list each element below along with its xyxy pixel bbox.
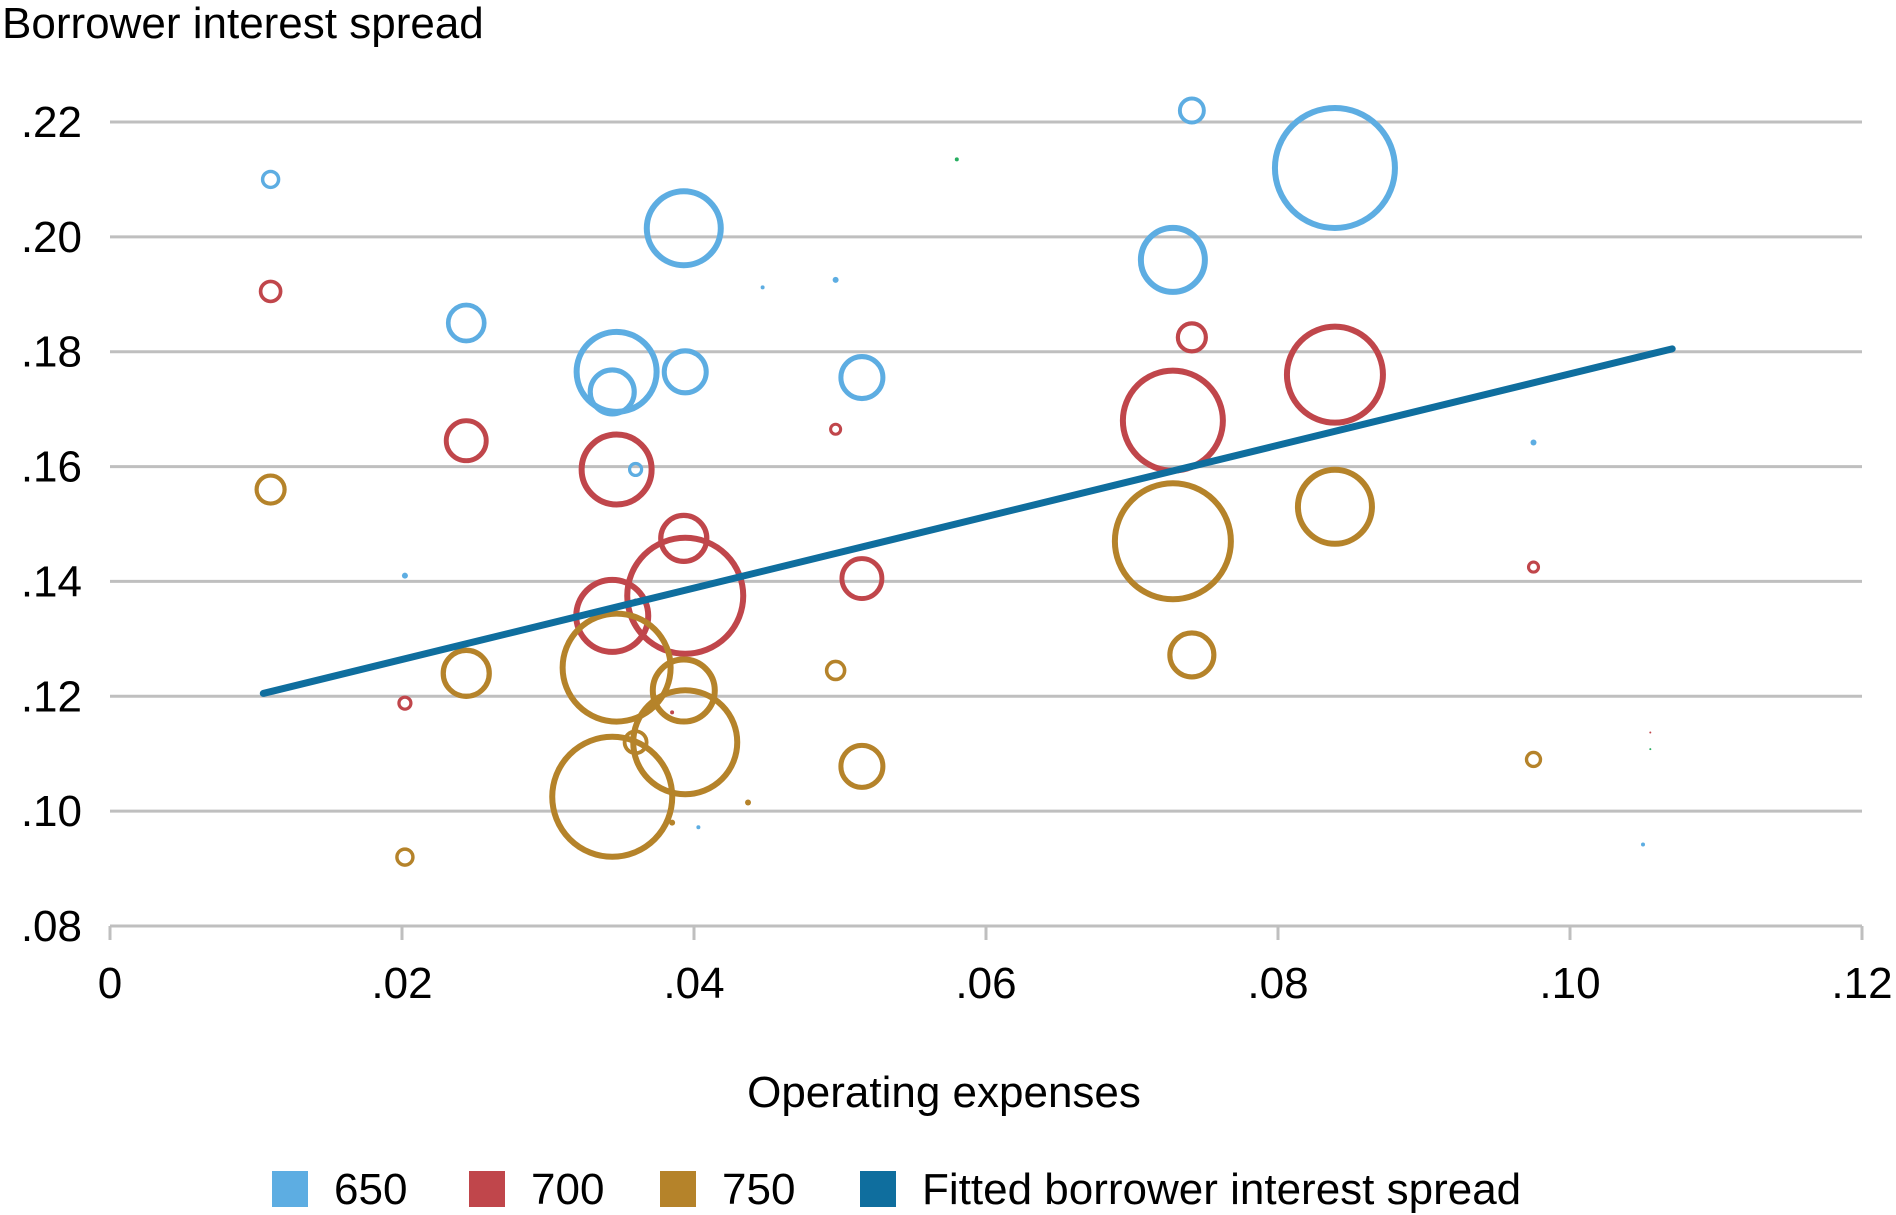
x-tick-label: 0 (98, 959, 122, 1008)
bubble-700 (443, 418, 489, 464)
legend-label: 650 (334, 1165, 407, 1214)
bubble-750 (1524, 750, 1543, 769)
gridlines (110, 120, 1862, 813)
x-axis-label: Operating expenses (747, 1068, 1141, 1117)
bubble-750 (669, 819, 676, 826)
bubble-650 (696, 825, 701, 830)
y-tick-labels: .08 .10 .12 .14 .16 .18 .20 .22 (21, 98, 82, 951)
y-tick-label: .10 (21, 787, 82, 836)
y-tick-label: .22 (21, 98, 82, 147)
bubble-700 (397, 695, 413, 711)
bubble-650 (445, 302, 487, 344)
bubble-650 (1530, 439, 1537, 446)
fitted-line-group (259, 345, 1676, 697)
bubble-650 (832, 276, 839, 283)
x-tick-label: .12 (1831, 959, 1892, 1008)
bubble-700 (578, 431, 655, 508)
bubble-700 (1119, 367, 1226, 474)
legend-label: 750 (722, 1165, 795, 1214)
y-tick-label: .18 (21, 328, 82, 377)
bubble-650 (587, 367, 637, 417)
bubble-750 (1111, 480, 1234, 603)
bubble-700 (829, 422, 843, 436)
bubble-650 (661, 348, 709, 396)
bubble-750 (824, 659, 847, 682)
bubble-other (954, 157, 959, 162)
bubble-700 (1175, 321, 1208, 354)
x-tick-labels: 0 .02 .04 .06 .08 .10 .12 (98, 959, 1893, 1008)
bubble-700 (1649, 731, 1652, 734)
bubble-750 (838, 742, 886, 790)
legend-swatch (469, 1171, 505, 1207)
y-tick-label: .20 (21, 213, 82, 262)
bubble-750 (440, 647, 492, 699)
bubble-700 (1526, 560, 1541, 574)
x-tick-label: .02 (371, 959, 432, 1008)
bubble-650 (260, 169, 281, 190)
x-tick-label: .04 (663, 959, 724, 1008)
bubble-650 (627, 461, 644, 478)
bubble-other (1649, 748, 1652, 751)
bubble-650 (760, 285, 765, 290)
y-tick-label: .08 (21, 902, 82, 951)
legend-swatch (272, 1171, 308, 1207)
bubble-750 (559, 610, 674, 725)
bubble-750 (395, 847, 415, 867)
bubble-750 (630, 687, 741, 798)
legend-swatch (860, 1171, 896, 1207)
legend-label: 700 (531, 1165, 604, 1214)
bubble-750 (1167, 630, 1217, 680)
y-axis-label: Borrower interest spread (2, 0, 484, 48)
bubble-650 (643, 188, 724, 269)
y-tick-label: .14 (21, 557, 82, 606)
bubble-750 (1294, 466, 1375, 547)
x-tick-label: .10 (1539, 959, 1600, 1008)
bubble-650 (401, 572, 408, 579)
bubble-700 (1283, 323, 1386, 426)
bubble-650 (1137, 224, 1208, 295)
bubble-700 (839, 556, 885, 602)
bubble-650 (1177, 96, 1206, 125)
bubble-650 (1271, 104, 1398, 231)
bubble-700 (258, 279, 283, 304)
bubble-700 (670, 710, 675, 715)
legend-label: Fitted borrower interest spread (922, 1165, 1521, 1214)
y-tick-label: .16 (21, 443, 82, 492)
bubble-700 (658, 512, 710, 564)
bubble-650 (1641, 842, 1645, 847)
bubble-marks (254, 96, 1652, 867)
bubble-750 (549, 733, 676, 860)
bubble-750 (254, 473, 287, 506)
bubble-750 (649, 656, 718, 725)
fitted-line (259, 345, 1676, 697)
bubble-750 (622, 729, 649, 756)
bubble-700 (624, 534, 747, 657)
x-tick-label: .08 (1247, 959, 1308, 1008)
legend: 650 700 750 Fitted borrower interest spread (272, 1165, 1521, 1214)
bubble-750 (745, 799, 752, 806)
y-tick-label: .12 (21, 672, 82, 721)
x-tick-label: .06 (955, 959, 1016, 1008)
legend-swatch (660, 1171, 696, 1207)
x-axis (108, 924, 1864, 940)
bubble-650 (838, 354, 886, 402)
